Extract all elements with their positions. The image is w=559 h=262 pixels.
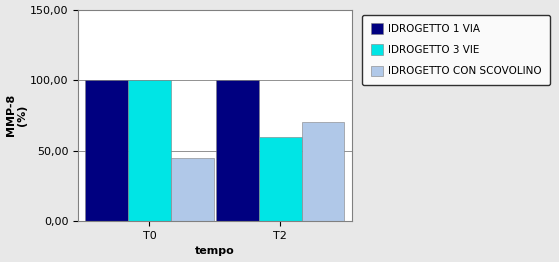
Bar bbox=[259, 137, 302, 221]
Y-axis label: MMP-8
(%): MMP-8 (%) bbox=[6, 94, 27, 137]
Bar bbox=[128, 80, 171, 221]
Bar bbox=[171, 158, 214, 221]
Bar bbox=[86, 80, 128, 221]
Bar bbox=[302, 122, 344, 221]
Bar bbox=[216, 80, 259, 221]
X-axis label: tempo: tempo bbox=[195, 247, 235, 256]
Legend: IDROGETTO 1 VIA, IDROGETTO 3 VIE, IDROGETTO CON SCOVOLINO: IDROGETTO 1 VIA, IDROGETTO 3 VIE, IDROGE… bbox=[362, 15, 550, 85]
